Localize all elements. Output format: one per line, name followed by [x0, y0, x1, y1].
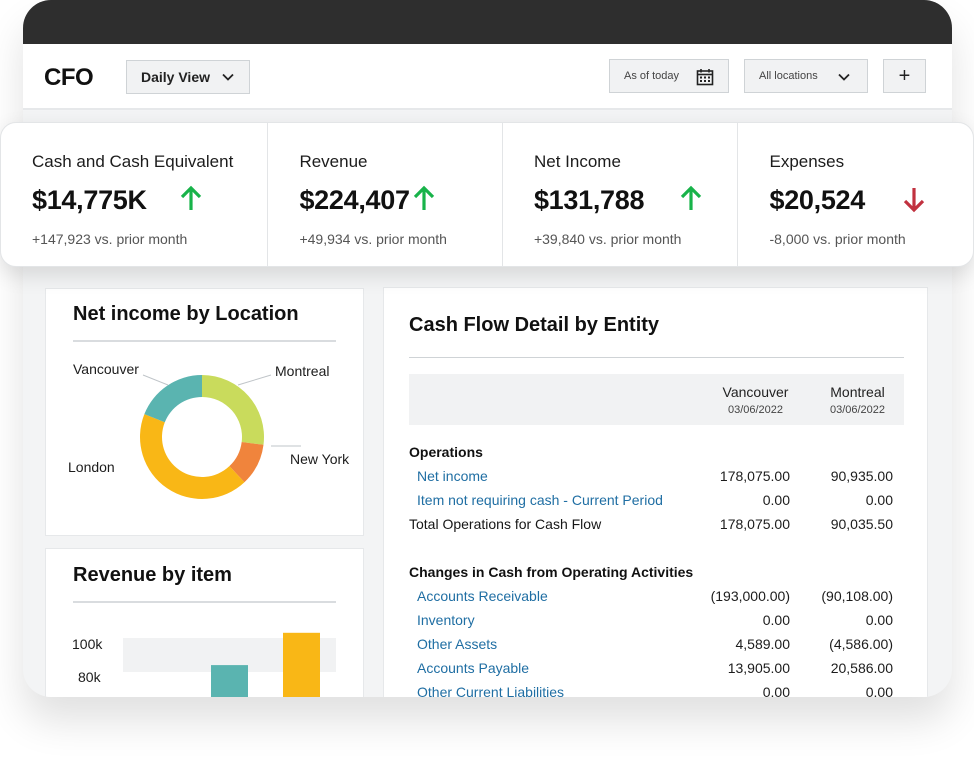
arrow-up-icon: [180, 185, 202, 210]
app-window: CFO Daily View As of today All locations: [23, 0, 952, 697]
kpi-delta: +147,923 vs. prior month: [32, 231, 188, 247]
cell-vancouver: 0.00: [762, 612, 790, 628]
date-filter[interactable]: As of today: [609, 59, 729, 93]
donut-slice-new-york[interactable]: [229, 442, 264, 483]
cell-montreal: (4,586.00): [829, 636, 893, 652]
cash-flow-title: Cash Flow Detail by Entity: [409, 314, 660, 336]
leader-line: [237, 374, 272, 386]
net-income-title: Net income by Location: [73, 303, 299, 325]
cell-montreal: 0.00: [865, 684, 893, 697]
divider: [73, 601, 336, 603]
donut-label-montreal: Montreal: [275, 363, 330, 379]
donut-label-vancouver: Vancouver: [73, 361, 139, 377]
kpi-strip: Cash and Cash Equivalent $14,775K +147,9…: [0, 122, 974, 267]
arrow-up-icon: [414, 185, 435, 210]
section-heading-operating-activities: Changes in Cash from Operating Activitie…: [409, 564, 694, 580]
leader-line: [142, 374, 169, 386]
cash-flow-card: [383, 287, 928, 697]
cell-montreal: 90,935.00: [830, 468, 893, 484]
cell-vancouver: 4,589.00: [735, 636, 791, 652]
view-select[interactable]: Daily View: [126, 60, 250, 94]
cell-montreal: 0.00: [865, 612, 893, 628]
divider: [409, 357, 904, 358]
kpi-delta: -8,000 vs. prior month: [769, 231, 906, 247]
window-chrome: [23, 0, 952, 44]
donut-chart: [140, 374, 301, 499]
cell-vancouver: 178,075.00: [719, 468, 790, 484]
kpi-label: Expenses: [769, 152, 845, 171]
column-header-montreal: Montreal 03/06/2022: [805, 384, 910, 416]
cell-vancouver: (193,000.00): [710, 588, 790, 604]
row-label-total-operations: Total Operations for Cash Flow: [409, 516, 602, 532]
row-label-other-assets[interactable]: Other Assets: [417, 636, 498, 652]
brand-logo: CFO: [44, 64, 94, 91]
kpi-delta: +49,934 vs. prior month: [299, 231, 447, 247]
kpi-card-net-income[interactable]: Net Income $131,788 +39,840 vs. prior mo…: [503, 123, 739, 266]
add-button[interactable]: +: [883, 59, 926, 93]
kpi-value: $14,775K: [32, 185, 147, 215]
donut-slice-vancouver[interactable]: [144, 375, 202, 423]
y-tick-label: 80k: [78, 669, 101, 685]
cell-vancouver: 0.00: [762, 492, 790, 508]
kpi-label: Cash and Cash Equivalent: [32, 152, 234, 171]
revenue-bar-chart: [211, 632, 320, 697]
row-label-net-income[interactable]: Net income: [417, 468, 488, 484]
kpi-label: Revenue: [299, 152, 368, 171]
row-label-other-current-liabilities[interactable]: Other Current Liabilities: [417, 684, 565, 697]
cell-montreal: 90,035.50: [830, 516, 893, 532]
kpi-value: $224,407: [299, 185, 410, 215]
date-filter-label: As of today: [624, 70, 680, 82]
divider: [73, 340, 336, 342]
kpi-value: $20,524: [769, 185, 865, 215]
kpi-card-revenue[interactable]: Revenue $224,407 +49,934 vs. prior month: [268, 123, 503, 266]
row-label-inventory[interactable]: Inventory: [417, 612, 475, 628]
column-name: Vancouver: [722, 384, 789, 400]
table-header: [409, 374, 904, 425]
revenue-bar[interactable]: [211, 665, 248, 697]
row-label-non-cash-items[interactable]: Item not requiring cash - Current Period: [417, 492, 663, 508]
kpi-value: $131,788: [533, 185, 645, 215]
donut-slice-london[interactable]: [140, 414, 245, 499]
column-date: 03/06/2022: [829, 404, 886, 416]
revenue-bar[interactable]: [283, 632, 320, 697]
location-filter-label: All locations: [759, 70, 818, 82]
revenue-by-item-title: Revenue by item: [73, 564, 232, 586]
kpi-card-cash[interactable]: Cash and Cash Equivalent $14,775K +147,9…: [1, 123, 269, 266]
cell-vancouver: 178,075.00: [719, 516, 790, 532]
chevron-down-icon: [222, 73, 234, 81]
cell-vancouver: 13,905.00: [727, 660, 790, 676]
column-header-vancouver: Vancouver 03/06/2022: [703, 384, 808, 416]
arrow-up-icon: [680, 185, 702, 210]
cell-montreal: 20,586.00: [830, 660, 893, 676]
chevron-down-icon: [838, 73, 850, 81]
calendar-icon: [696, 69, 714, 86]
cell-montreal: 0.00: [865, 492, 893, 508]
kpi-label: Net Income: [533, 152, 621, 171]
kpi-card-expenses[interactable]: Expenses $20,524 -8,000 vs. prior month: [738, 123, 973, 266]
row-label-accounts-receivable[interactable]: Accounts Receivable: [417, 588, 548, 604]
donut-label-london: London: [68, 459, 115, 475]
column-date: 03/06/2022: [727, 404, 784, 416]
view-select-label: Daily View: [141, 69, 211, 85]
location-filter[interactable]: All locations: [744, 59, 868, 93]
column-name: Montreal: [830, 384, 885, 400]
donut-label-new-york: New York: [290, 451, 350, 467]
section-heading-operations: Operations: [409, 444, 483, 460]
app-header: CFO Daily View As of today All locations: [23, 44, 952, 110]
kpi-delta: +39,840 vs. prior month: [533, 231, 682, 247]
donut-slice-montreal[interactable]: [202, 375, 264, 445]
cell-montreal: (90,108.00): [821, 588, 893, 604]
y-tick-label: 100k: [72, 636, 103, 652]
cell-vancouver: 0.00: [762, 684, 790, 697]
row-label-accounts-payable[interactable]: Accounts Payable: [417, 660, 530, 676]
arrow-down-icon: [904, 188, 925, 213]
